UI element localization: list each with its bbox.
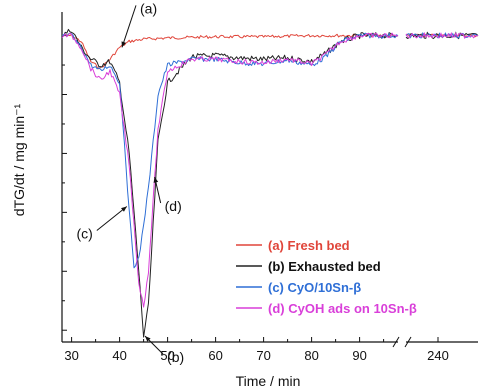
- annotation-label: (a): [140, 0, 157, 16]
- x-tick-label: 240: [427, 348, 449, 363]
- x-tick-label: 80: [304, 348, 318, 363]
- series-line-4: [61, 32, 399, 308]
- annotation-arrowhead: [121, 41, 126, 48]
- legend-label-1: (a) Fresh bed: [268, 238, 350, 253]
- axis-break-mark: [404, 336, 412, 348]
- annotation-label: (b): [167, 349, 184, 365]
- chart-annotations: (a) (b) (c) (d): [76, 0, 184, 365]
- annotation-label: (c): [76, 225, 92, 241]
- annotation-arrowhead: [153, 177, 159, 183]
- annotation-arrowhead: [121, 206, 127, 212]
- x-tick-label: 30: [64, 348, 78, 363]
- x-tick-label: 90: [352, 348, 366, 363]
- annotation-arrow: [96, 206, 128, 231]
- annotation-arrow: [121, 5, 137, 48]
- legend-label-2: (b) Exhausted bed: [268, 259, 381, 274]
- annotation-arrowhead: [145, 336, 151, 342]
- x-tick-label: 70: [256, 348, 270, 363]
- x-tick-label: 40: [112, 348, 126, 363]
- x-tick-label: 60: [208, 348, 222, 363]
- x-tick-label: 50: [160, 348, 174, 363]
- x-axis-title: Time / min: [236, 373, 301, 389]
- chart-series: [61, 28, 479, 338]
- legend-label-4: (d) CyOH ads on 10Sn-β: [268, 301, 417, 316]
- axis-break-mark: [392, 336, 400, 348]
- legend-label-3: (c) CyO/10Sn-β: [268, 280, 361, 295]
- series-line-1: [61, 33, 399, 70]
- series-line-4-after-break: [405, 31, 479, 39]
- y-axis-title: dTG/dt / mg min⁻¹: [11, 103, 27, 216]
- series-line-3: [61, 32, 399, 269]
- annotation-label: (d): [165, 198, 182, 214]
- chart-legend: (a) Fresh bed (b) Exhausted bed (c) CyO/10…: [236, 238, 417, 316]
